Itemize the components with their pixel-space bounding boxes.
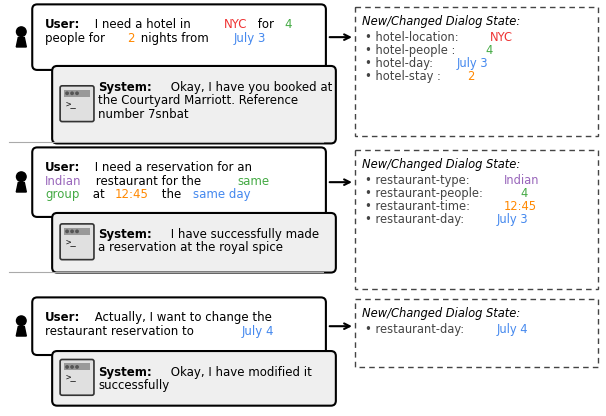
Text: July 3: July 3	[234, 32, 266, 45]
Text: for: for	[254, 18, 278, 31]
Text: New/Changed Dialog State:: New/Changed Dialog State:	[362, 158, 520, 171]
Text: 2: 2	[127, 32, 135, 45]
Circle shape	[76, 366, 78, 368]
Circle shape	[66, 92, 68, 94]
Text: same: same	[237, 175, 269, 188]
Text: July 3: July 3	[457, 57, 488, 70]
Text: 4: 4	[485, 44, 493, 57]
Bar	[64, 364, 90, 370]
Text: I have successfully made: I have successfully made	[167, 228, 319, 241]
Text: Actually, I want to change the: Actually, I want to change the	[91, 311, 271, 324]
Text: >_: >_	[66, 100, 77, 109]
Text: number 7snbat: number 7snbat	[98, 108, 188, 121]
Circle shape	[71, 92, 73, 94]
Text: • restaurant-day:: • restaurant-day:	[365, 213, 467, 226]
Text: • restaurant-day:: • restaurant-day:	[365, 323, 467, 336]
Text: 4: 4	[284, 18, 291, 31]
Bar	[355, 151, 598, 290]
Text: • hotel-stay :: • hotel-stay :	[365, 70, 444, 83]
FancyBboxPatch shape	[60, 86, 94, 121]
Circle shape	[66, 366, 68, 368]
Bar	[64, 228, 90, 235]
Text: • restaurant-type:: • restaurant-type:	[365, 174, 473, 187]
Text: New/Changed Dialog State:: New/Changed Dialog State:	[362, 15, 520, 28]
FancyBboxPatch shape	[52, 351, 336, 406]
Text: Okay, I have you booked at: Okay, I have you booked at	[167, 81, 332, 94]
Text: same day: same day	[193, 188, 250, 201]
Text: >_: >_	[66, 238, 77, 247]
Text: 2: 2	[467, 70, 474, 83]
Text: • hotel-people :: • hotel-people :	[365, 44, 459, 57]
Text: System:: System:	[98, 366, 152, 379]
FancyBboxPatch shape	[60, 224, 94, 260]
Text: System:: System:	[98, 81, 152, 94]
Polygon shape	[16, 327, 26, 336]
Text: NYC: NYC	[490, 31, 513, 44]
Text: the Courtyard Marriott. Reference: the Courtyard Marriott. Reference	[98, 94, 298, 107]
Circle shape	[16, 172, 26, 181]
FancyBboxPatch shape	[32, 297, 326, 355]
Text: 4: 4	[521, 187, 528, 200]
Text: I need a hotel in: I need a hotel in	[91, 18, 194, 31]
Text: • hotel-day:: • hotel-day:	[365, 57, 436, 70]
Text: Okay, I have modified it: Okay, I have modified it	[167, 366, 312, 379]
Text: New/Changed Dialog State:: New/Changed Dialog State:	[362, 307, 520, 320]
Circle shape	[71, 230, 73, 233]
Text: User:: User:	[45, 18, 81, 31]
Text: • hotel-location:: • hotel-location:	[365, 31, 462, 44]
Text: 12:45: 12:45	[504, 200, 538, 213]
Bar	[355, 300, 598, 367]
Circle shape	[76, 230, 78, 233]
Circle shape	[71, 366, 73, 368]
Text: 12:45: 12:45	[115, 188, 148, 201]
FancyBboxPatch shape	[32, 147, 326, 217]
Text: • restaurant-time:: • restaurant-time:	[365, 200, 473, 213]
Polygon shape	[16, 183, 26, 192]
FancyBboxPatch shape	[60, 359, 94, 395]
Text: System:: System:	[98, 228, 152, 241]
Text: >_: >_	[66, 374, 77, 383]
Text: July 3: July 3	[497, 213, 528, 226]
FancyBboxPatch shape	[32, 5, 326, 70]
Bar	[355, 7, 598, 136]
Text: the: the	[158, 188, 185, 201]
Text: July 4: July 4	[241, 325, 274, 338]
Text: July 4: July 4	[497, 323, 528, 336]
Bar	[64, 90, 90, 97]
Text: Indian: Indian	[504, 174, 539, 187]
Circle shape	[16, 316, 26, 326]
Text: User:: User:	[45, 311, 81, 324]
Text: group: group	[45, 188, 79, 201]
Text: NYC: NYC	[224, 18, 247, 31]
Text: restaurant reservation to: restaurant reservation to	[45, 325, 198, 338]
Text: a reservation at the royal spice: a reservation at the royal spice	[98, 241, 283, 254]
Text: nights from: nights from	[137, 32, 212, 45]
Polygon shape	[16, 37, 26, 47]
Text: people for: people for	[45, 32, 109, 45]
Text: User:: User:	[45, 161, 81, 174]
Text: Indian: Indian	[45, 175, 82, 188]
Circle shape	[66, 230, 68, 233]
Circle shape	[76, 92, 78, 94]
Circle shape	[16, 27, 26, 37]
Text: at: at	[89, 188, 109, 201]
Text: successfully: successfully	[98, 379, 169, 392]
Text: I need a reservation for an: I need a reservation for an	[91, 161, 251, 174]
Text: • restaurant-people:: • restaurant-people:	[365, 187, 486, 200]
FancyBboxPatch shape	[52, 213, 336, 272]
FancyBboxPatch shape	[52, 66, 336, 144]
Text: restaurant for the: restaurant for the	[92, 175, 205, 188]
